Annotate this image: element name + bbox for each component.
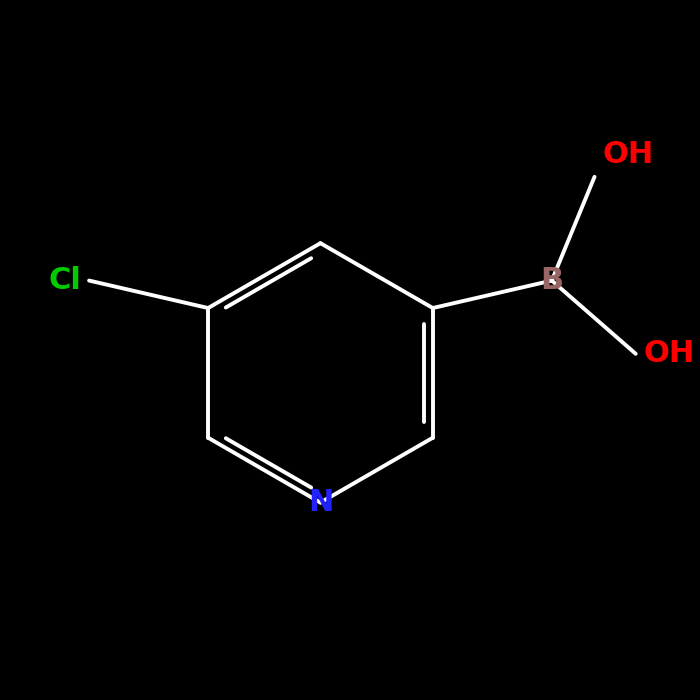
Text: OH: OH: [643, 340, 694, 368]
Text: B: B: [540, 266, 564, 295]
Text: OH: OH: [602, 140, 653, 169]
Text: N: N: [308, 488, 333, 517]
Text: Cl: Cl: [48, 266, 81, 295]
